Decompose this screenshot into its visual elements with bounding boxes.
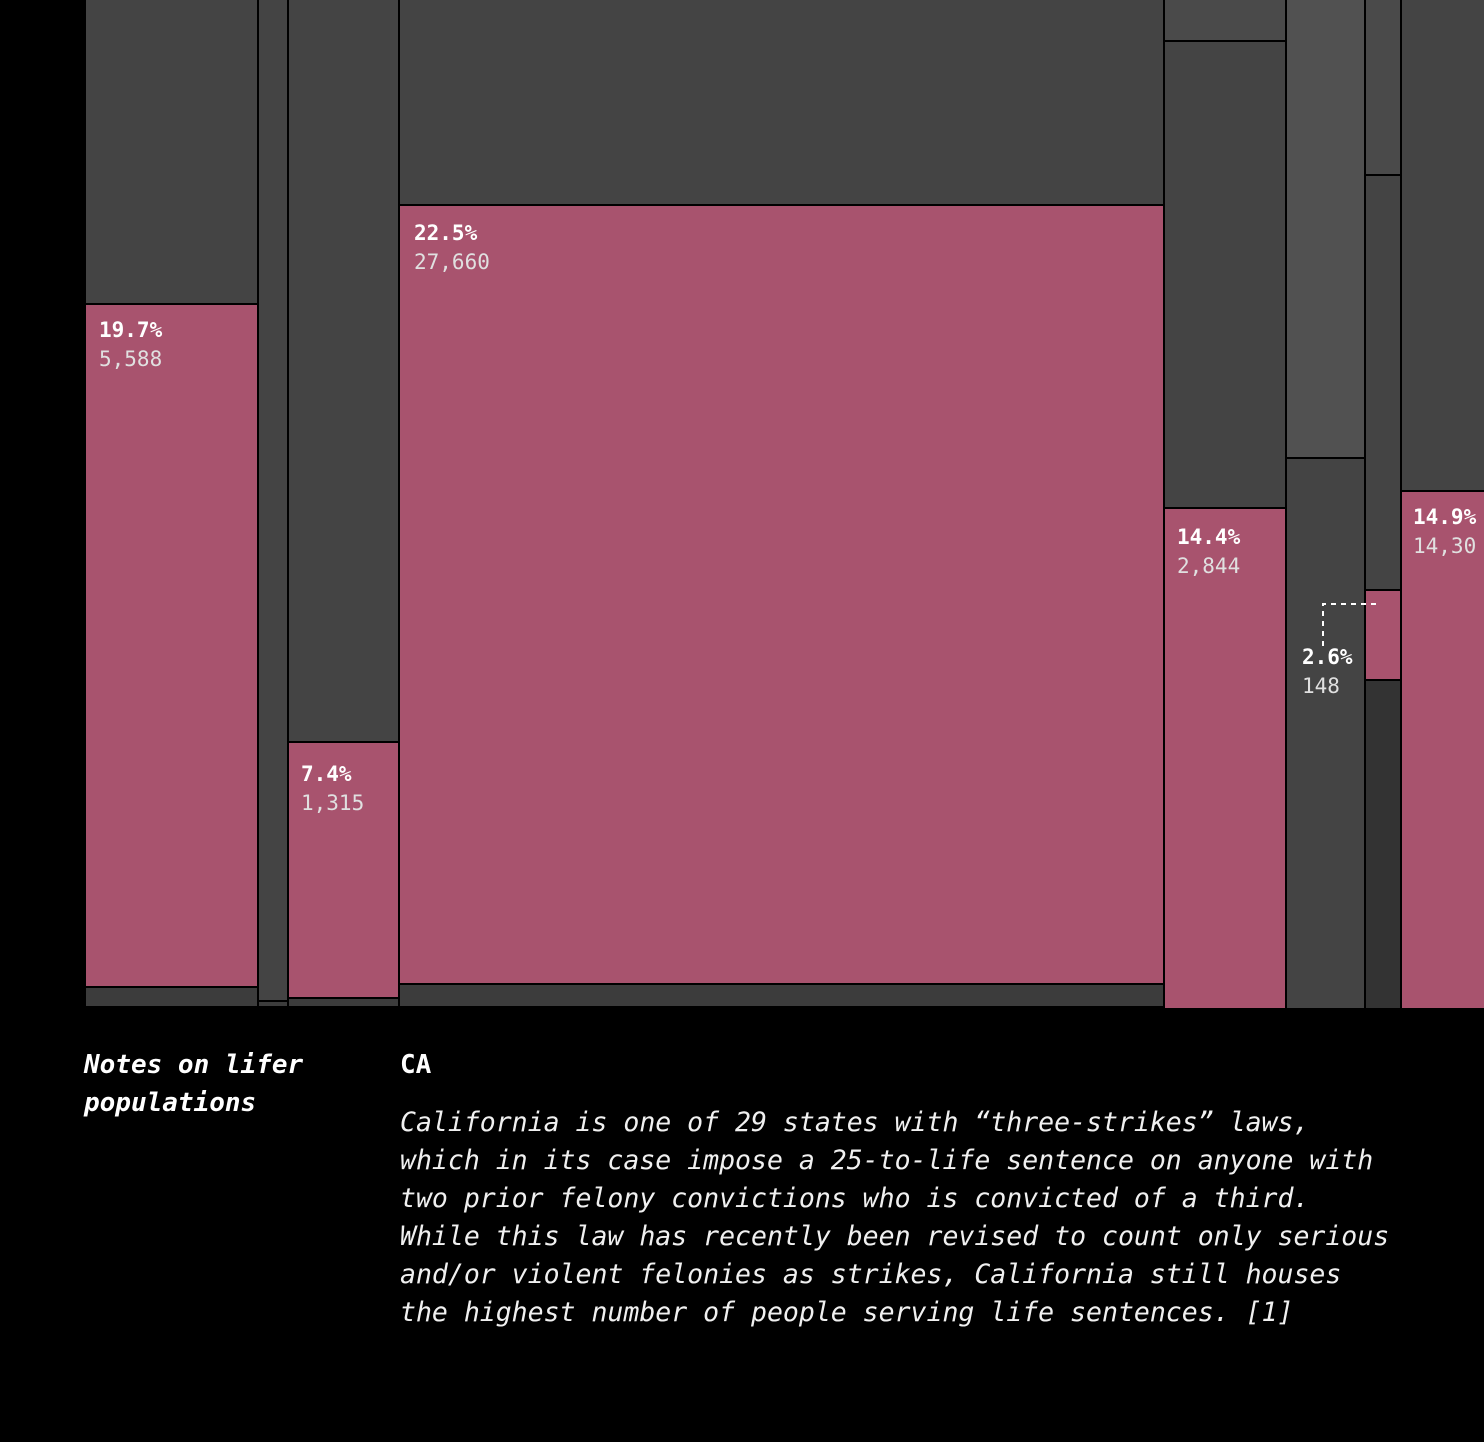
column-6-top-segment[interactable] [1285,0,1366,460]
column-5-other-segment[interactable] [1163,40,1287,510]
column-5-percent: 14.4% [1177,525,1241,549]
column-8-label: 14.9% 14,30 [1413,503,1476,561]
mosaic-chart: 19.7% 5,588 7.4% 1,315 22.5% 27,660 14.4… [84,0,1484,1010]
column-6-percent: 2.6% [1302,645,1353,669]
column-1-percent: 19.7% [99,318,163,342]
column-1-lifer-segment[interactable] [84,303,259,988]
column-4-label: 22.5% 27,660 [414,219,490,277]
leader-line [1322,603,1376,646]
column-4-count: 27,660 [414,250,490,274]
state-note-text: California is one of 29 states with “thr… [400,1107,1390,1328]
column-4-other-segment[interactable] [398,0,1165,206]
column-8-other-segment[interactable] [1400,0,1484,493]
column-6-other-segment[interactable] [1285,457,1366,1010]
column-1-other-segment[interactable] [84,0,259,305]
column-7-bottom-segment[interactable] [1364,679,1402,1010]
column-7-top-segment[interactable] [1364,0,1402,177]
column-8-count: 14,30 [1413,534,1477,558]
column-5-count: 2,844 [1177,554,1241,578]
column-6-count: 148 [1302,674,1340,698]
column-5-label: 14.4% 2,844 [1177,523,1240,581]
column-3-percent: 7.4% [301,762,352,786]
column-5-lifer-segment[interactable] [1163,507,1287,1010]
column-8-lifer-segment[interactable] [1400,490,1484,1010]
state-title: CA [400,1050,432,1080]
column-8-percent: 14.9% [1413,505,1477,529]
column-3-count: 1,315 [301,791,365,815]
column-3-label: 7.4% 1,315 [301,760,364,818]
column-6-label: 2.6% 148 [1302,643,1353,701]
column-1-count: 5,588 [99,347,163,371]
column-4-percent: 22.5% [414,221,478,245]
column-1-label: 19.7% 5,588 [99,316,162,374]
column-4-bottom-segment[interactable] [398,983,1165,1008]
notes-heading: Notes on lifer populations [84,1050,304,1118]
